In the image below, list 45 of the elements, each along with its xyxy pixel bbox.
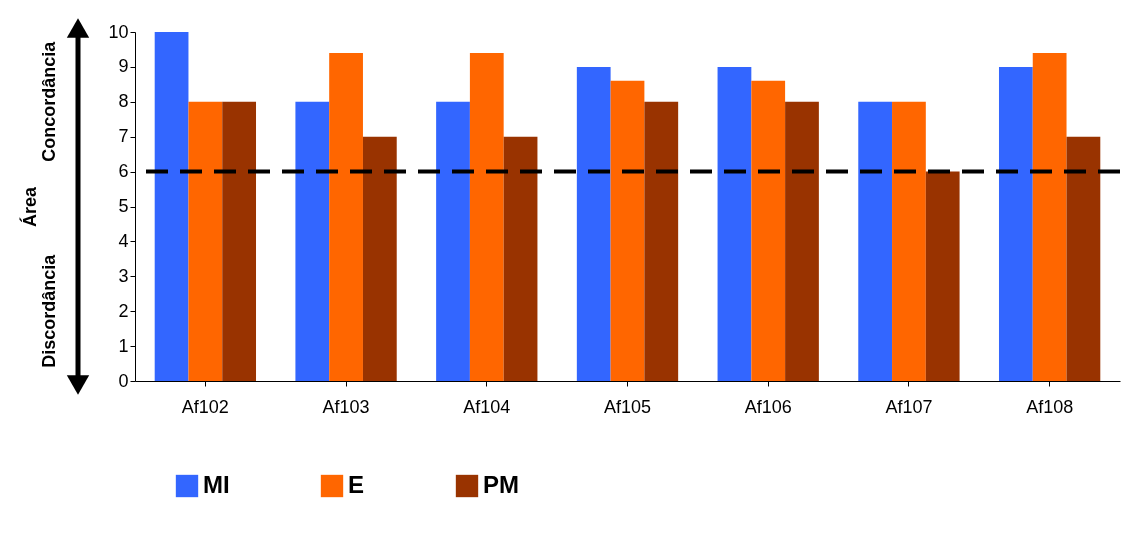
y-tick-label: 7 xyxy=(118,126,129,147)
y-tick-label: 5 xyxy=(118,196,129,216)
bar xyxy=(1066,136,1101,381)
y-tick-label: 6 xyxy=(118,161,129,182)
x-tick-label: Af104 xyxy=(463,396,511,417)
bar xyxy=(858,101,893,381)
x-tick-label: Af103 xyxy=(322,396,370,417)
bar xyxy=(362,136,397,381)
text: Concordância xyxy=(39,40,59,162)
x-tick-label: Af106 xyxy=(744,396,792,417)
bar xyxy=(222,101,257,381)
y-tick-label: 2 xyxy=(118,300,129,321)
legend-label: MI xyxy=(203,471,230,498)
y-tick-label: 8 xyxy=(118,91,129,112)
y-tick-label: 3 xyxy=(118,265,129,286)
bar xyxy=(610,80,645,381)
y-tick-label: 10 xyxy=(108,21,129,42)
bar xyxy=(188,101,223,381)
bar xyxy=(717,66,752,381)
bar xyxy=(469,52,504,381)
bar xyxy=(154,32,189,381)
bar xyxy=(998,66,1033,381)
y-tick-label: 0 xyxy=(118,370,129,391)
x-tick-label: Af105 xyxy=(603,396,652,417)
bar xyxy=(892,101,926,381)
y-tick-label: 1 xyxy=(118,335,129,356)
bar xyxy=(1032,52,1067,381)
bar xyxy=(925,171,960,381)
legend-label: PM xyxy=(483,471,519,498)
x-tick-label: Af108 xyxy=(1026,396,1074,417)
bar xyxy=(503,136,538,381)
x-tick-label: Af107 xyxy=(885,396,933,417)
legend-label: E xyxy=(348,471,365,498)
y-axis-title: Área xyxy=(19,186,41,228)
x-tick-label: Af102 xyxy=(181,396,229,417)
bar xyxy=(576,66,611,381)
text: Discordância xyxy=(39,253,59,368)
y-tick-label: 4 xyxy=(118,230,129,251)
bar xyxy=(785,101,819,381)
bar xyxy=(751,80,786,381)
y-tick-label: 9 xyxy=(118,56,129,77)
bar xyxy=(644,101,679,381)
bar xyxy=(295,101,330,381)
bar xyxy=(329,52,363,381)
bar xyxy=(436,101,470,381)
